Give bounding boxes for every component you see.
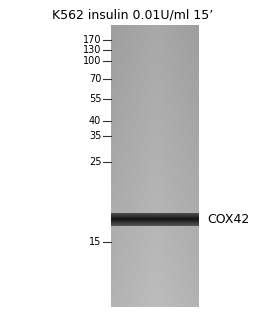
Text: COX42: COX42 <box>207 213 249 226</box>
Text: K562 insulin 0.01U/ml 15’: K562 insulin 0.01U/ml 15’ <box>52 8 213 21</box>
Text: 40: 40 <box>89 116 101 126</box>
Text: 170: 170 <box>83 35 101 45</box>
Text: 130: 130 <box>83 44 101 55</box>
Text: 70: 70 <box>89 74 101 84</box>
Text: 55: 55 <box>89 93 101 104</box>
Text: 15: 15 <box>89 236 101 247</box>
Text: 100: 100 <box>83 56 101 67</box>
Text: 25: 25 <box>89 156 101 167</box>
Text: 35: 35 <box>89 131 101 141</box>
